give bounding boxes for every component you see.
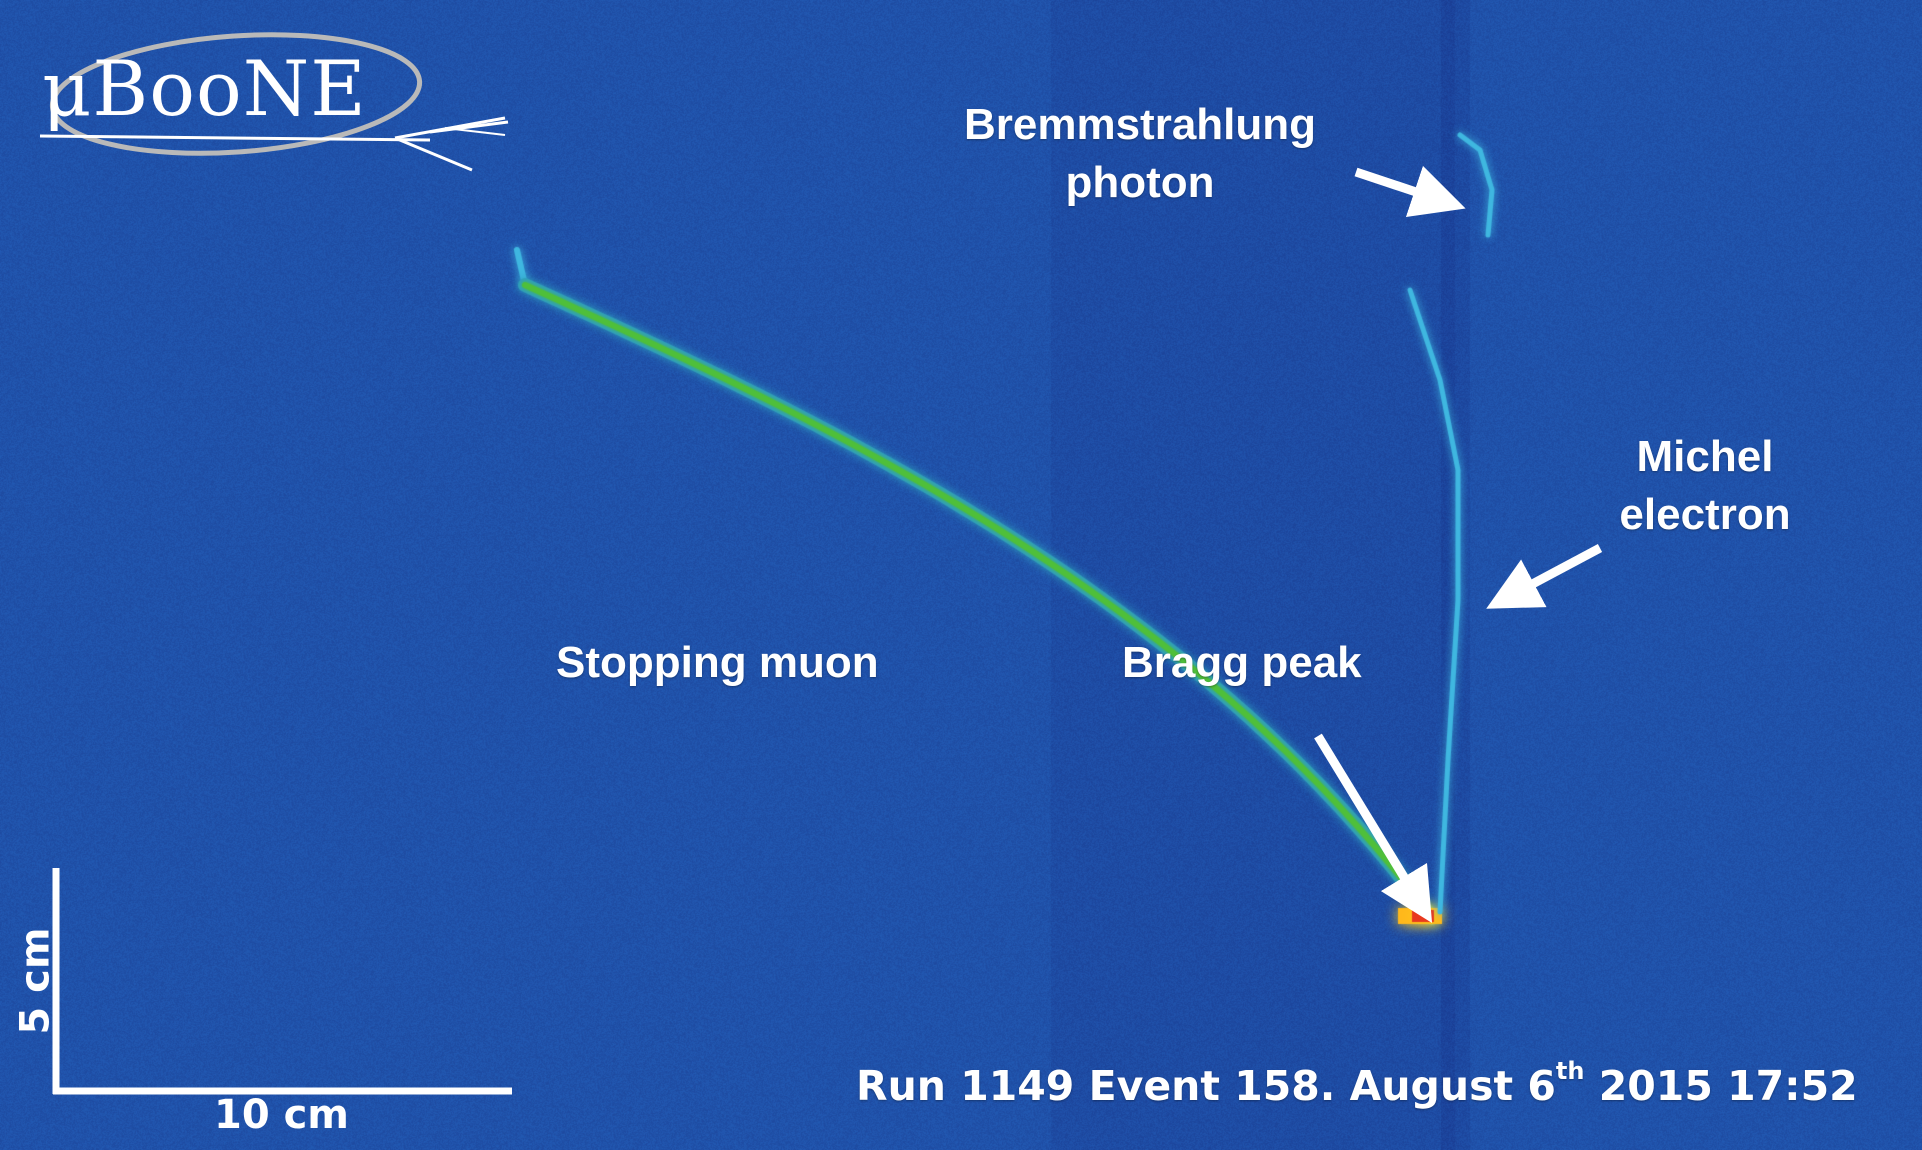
bremsstrahlung-label-line2: photon [1065, 158, 1215, 207]
uboone-logo-icon [39, 32, 509, 172]
logo-text: μBooNE [42, 44, 367, 133]
stopping-muon-label: Stopping muon [556, 638, 879, 687]
run-info-suffix: th [1555, 1057, 1585, 1086]
bragg-peak-arrow [1314, 733, 1433, 924]
scale-bar [52, 868, 512, 1095]
run-info-prefix: Run 1149 Event 158. August 6 [856, 1062, 1556, 1110]
michel-label-line1: Michel [1636, 432, 1774, 481]
michel-label-line2: electron [1619, 490, 1791, 539]
michel-arrow [1486, 544, 1603, 609]
bragg-peak-label: Bragg peak [1122, 638, 1362, 687]
bremsstrahlung-label: Bremmstrahlung photon [940, 96, 1340, 212]
bremsstrahlung-label-line1: Bremmstrahlung [963, 100, 1317, 149]
bremsstrahlung-arrow [1354, 165, 1466, 218]
scale-bar-vertical-label: 5 cm [12, 927, 59, 1035]
scale-bar-horizontal-label: 10 cm [214, 1092, 349, 1138]
run-info: Run 1149 Event 158. August 6th 2015 17:5… [856, 1057, 1858, 1110]
michel-electron-label: Michel electron [1560, 428, 1850, 544]
run-info-postfix: 2015 17:52 [1584, 1062, 1858, 1110]
